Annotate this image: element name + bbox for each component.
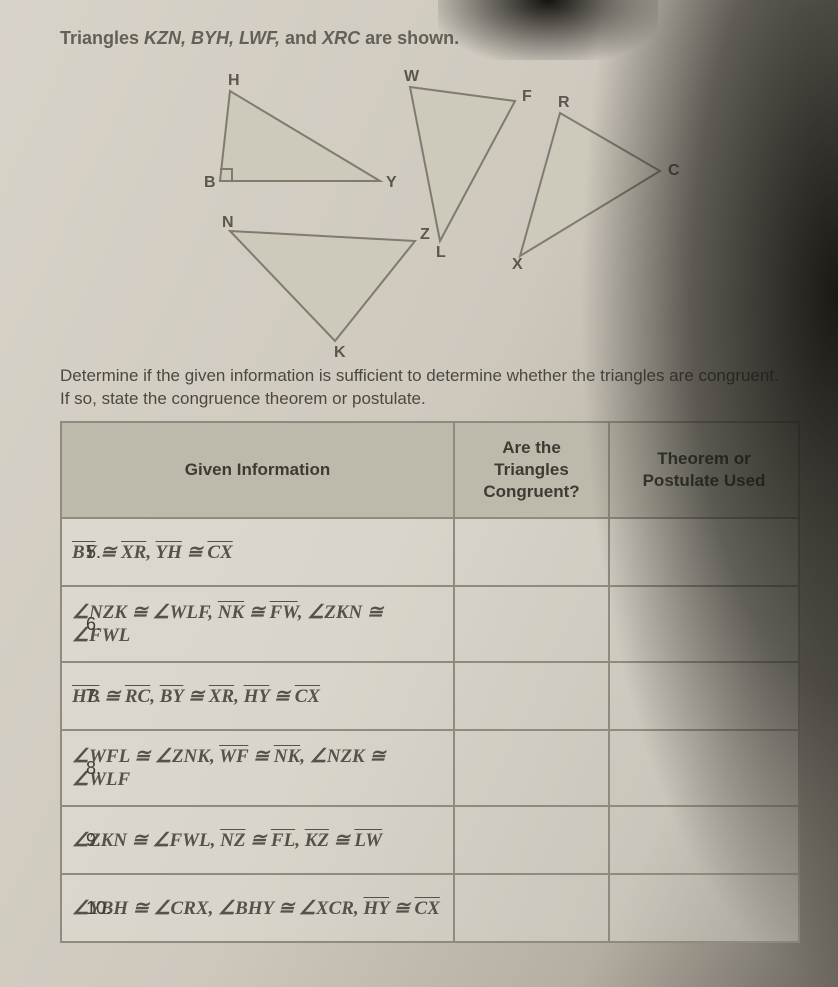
vertex-label: Y [386, 174, 397, 191]
table-row: BY ≅ XR, YH ≅ CX [61, 518, 799, 586]
intro-mid: and [280, 28, 322, 48]
header-theorem: Theorem or Postulate Used [609, 422, 799, 518]
theorem-cell [609, 874, 799, 942]
theorem-cell [609, 518, 799, 586]
row-number: 9. [86, 830, 101, 851]
theorem-cell [609, 730, 799, 806]
triangle-shape [220, 91, 380, 181]
intro-last: XRC [322, 28, 360, 48]
intro-text: Triangles KZN, BYH, LWF, and XRC are sho… [60, 28, 808, 49]
given-cell: ∠NZK ≅ ∠WLF, NK ≅ FW, ∠ZKN ≅ ∠FWL [61, 586, 454, 662]
vertex-label: K [334, 344, 346, 361]
vertex-label: N [222, 214, 234, 231]
vertex-label: W [404, 68, 420, 85]
triangle-shape [520, 113, 660, 256]
intro-suffix: are shown. [360, 28, 459, 48]
congruent-cell [454, 518, 609, 586]
theorem-cell [609, 806, 799, 874]
given-cell: HB ≅ RC, BY ≅ XR, HY ≅ CX [61, 662, 454, 730]
vertex-label: Z [420, 226, 430, 243]
congruent-cell [454, 662, 609, 730]
row-number: 7. [86, 686, 101, 707]
theorem-cell [609, 586, 799, 662]
vertex-label: B [204, 174, 216, 191]
congruent-cell [454, 730, 609, 806]
row-number: 5. [86, 542, 101, 563]
table-row: ∠WFL ≅ ∠ZNK, WF ≅ NK, ∠NZK ≅ ∠WLF [61, 730, 799, 806]
triangle-diagrams: H B Y W F L R C X N Z K [120, 61, 680, 361]
row-number: 6. [86, 614, 101, 635]
header-congruent: Are the Triangles Congruent? [454, 422, 609, 518]
vertex-label: H [228, 72, 240, 89]
table-row: HB ≅ RC, BY ≅ XR, HY ≅ CX [61, 662, 799, 730]
triangle-shape [230, 231, 415, 341]
given-cell: BY ≅ XR, YH ≅ CX [61, 518, 454, 586]
header-given: Given Information [61, 422, 454, 518]
vertex-label: F [522, 88, 532, 105]
vertex-label: L [436, 244, 446, 261]
row-number: 8. [86, 758, 101, 779]
vertex-label: R [558, 94, 570, 111]
triangle-shape [410, 87, 515, 241]
table-row: ∠ZKN ≅ ∠FWL, NZ ≅ FL, KZ ≅ LW [61, 806, 799, 874]
vertex-label: C [668, 162, 680, 179]
vertex-label: X [512, 256, 523, 273]
table-row: ∠NZK ≅ ∠WLF, NK ≅ FW, ∠ZKN ≅ ∠FWL [61, 586, 799, 662]
row-number: 10. [86, 898, 111, 919]
given-cell: ∠YBH ≅ ∠CRX, ∠BHY ≅ ∠XCR, HY ≅ CX [61, 874, 454, 942]
intro-triangle-list: KZN, BYH, LWF, [144, 28, 280, 48]
congruent-cell [454, 806, 609, 874]
congruence-table: Given Information Are the Triangles Cong… [60, 421, 800, 943]
congruent-cell [454, 874, 609, 942]
congruent-cell [454, 586, 609, 662]
intro-prefix: Triangles [60, 28, 144, 48]
given-cell: ∠WFL ≅ ∠ZNK, WF ≅ NK, ∠NZK ≅ ∠WLF [61, 730, 454, 806]
table-row: ∠YBH ≅ ∠CRX, ∠BHY ≅ ∠XCR, HY ≅ CX [61, 874, 799, 942]
given-cell: ∠ZKN ≅ ∠FWL, NZ ≅ FL, KZ ≅ LW [61, 806, 454, 874]
theorem-cell [609, 662, 799, 730]
instruction-text: Determine if the given information is su… [60, 365, 790, 411]
